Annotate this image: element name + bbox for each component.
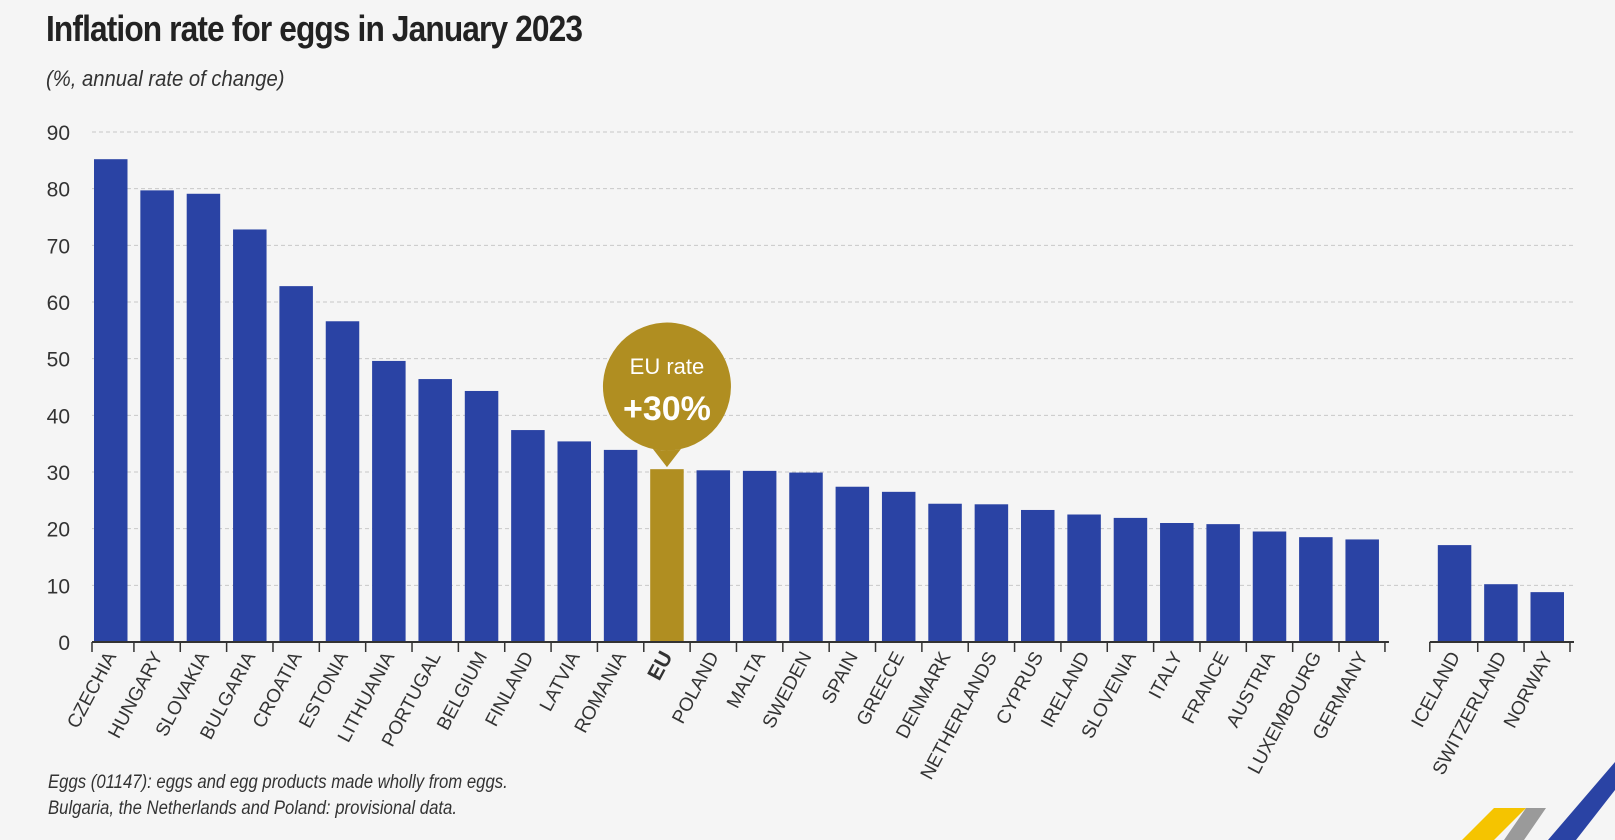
- x-category-label: POLAND: [668, 648, 723, 727]
- bar: [1021, 509, 1055, 642]
- x-axis-labels: CZECHIAHUNGARYSLOVAKIABULGARIACROATIAEST…: [63, 648, 1557, 784]
- bar: [603, 449, 638, 642]
- footnote-definition: Eggs (01147): eggs and egg products made…: [48, 772, 508, 793]
- footnote-provisional: Bulgaria, the Netherlands and Poland: pr…: [48, 798, 457, 819]
- bar: [233, 229, 267, 642]
- bar: [1437, 545, 1472, 642]
- bar: [94, 159, 128, 642]
- bar: [1067, 514, 1101, 642]
- y-tick-label: 60: [47, 292, 70, 315]
- bar: [696, 470, 731, 642]
- bar: [372, 360, 406, 642]
- x-category-label: EU: [643, 648, 677, 685]
- callout-label: EU rate: [630, 354, 705, 379]
- y-tick-label: 80: [47, 179, 70, 202]
- bar: [974, 504, 1009, 642]
- bar: [881, 491, 916, 642]
- grid-lines: [92, 131, 1574, 586]
- logo-grey-stripe: [1504, 808, 1546, 840]
- eurostat-logo-mark: [1462, 762, 1615, 840]
- y-tick-label: 70: [47, 235, 70, 258]
- callout-value: +30%: [623, 390, 711, 428]
- bar: [325, 321, 360, 642]
- y-tick-label: 30: [47, 462, 70, 485]
- logo-yellow-stripe: [1462, 808, 1526, 840]
- bar: [1299, 537, 1333, 642]
- y-tick-label: 20: [47, 519, 70, 542]
- eu-rate-callout: EU rate +30%: [602, 322, 731, 468]
- bar: [418, 379, 452, 642]
- bar: [1530, 592, 1564, 642]
- x-category-label: ITALY: [1145, 648, 1187, 702]
- bar: [1345, 539, 1379, 642]
- bar: [1206, 524, 1240, 642]
- bar: [742, 470, 777, 642]
- bar: [1113, 517, 1148, 642]
- bar: [1484, 584, 1518, 642]
- bar: [1252, 531, 1287, 642]
- bar: [464, 390, 499, 642]
- bar: [928, 503, 962, 642]
- y-tick-label: 40: [47, 405, 70, 428]
- bar: [1160, 523, 1194, 642]
- bar: [511, 430, 545, 642]
- x-category-label: SPAIN: [818, 648, 863, 707]
- chart-subtitle: (%, annual rate of change): [46, 66, 285, 91]
- bar: [279, 286, 313, 642]
- bar: [789, 472, 823, 642]
- bar: [835, 486, 870, 642]
- x-category-label: MALTA: [723, 648, 770, 712]
- bars: [94, 159, 1564, 642]
- y-axis-ticks: 0 10 20 30 40 50 60 70 80 90: [47, 122, 70, 655]
- bar-highlight: [650, 469, 684, 642]
- bar: [557, 441, 591, 642]
- x-axis: [91, 641, 1574, 652]
- logo-blue-stripe: [1548, 762, 1615, 840]
- chart-title: Inflation rate for eggs in January 2023: [46, 8, 583, 49]
- bar: [186, 193, 221, 642]
- bar: [140, 190, 174, 642]
- y-tick-label: 90: [47, 122, 70, 145]
- callout-bubble: [602, 322, 731, 468]
- x-category-label: LATVIA: [536, 648, 585, 715]
- y-tick-label: 50: [47, 349, 70, 372]
- y-tick-label: 10: [47, 575, 70, 598]
- y-tick-label: 0: [58, 632, 70, 655]
